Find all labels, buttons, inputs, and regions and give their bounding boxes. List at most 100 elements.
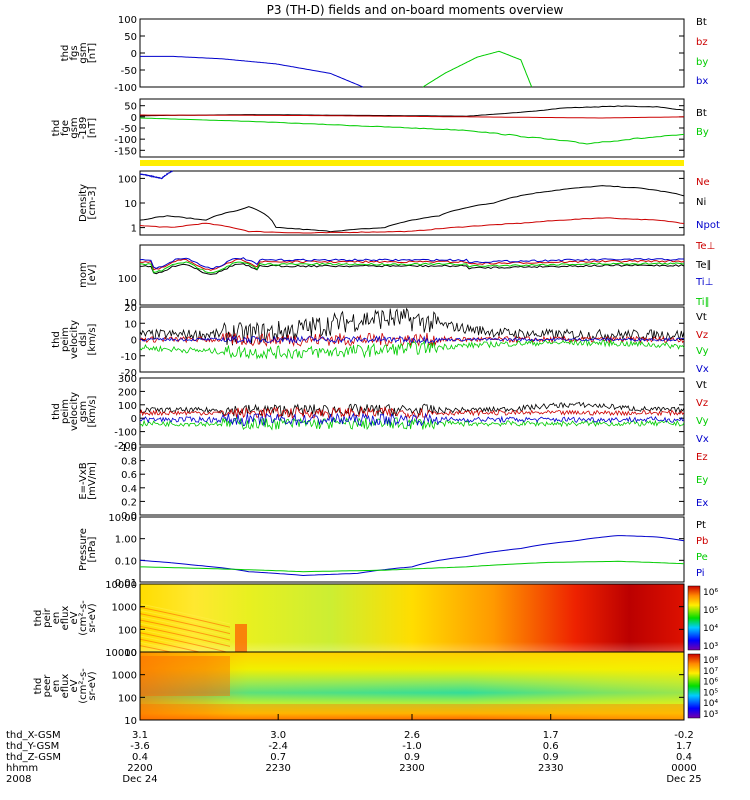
legend-Te⊥: Te⊥ (695, 241, 715, 252)
y-tick-label: 0 (131, 414, 137, 425)
y-axis-label: fge (60, 120, 71, 136)
colorbar-tick: 10⁶ (703, 588, 718, 598)
legend-Pb: Pb (696, 536, 708, 547)
panel-frame (139, 516, 685, 583)
spectrogram-streak (139, 613, 231, 635)
x-tick-label: 3.1 (132, 730, 148, 741)
spectrogram-streak (139, 609, 231, 631)
y-tick-label: -50 (121, 124, 137, 135)
spectrogram-streak (139, 632, 231, 654)
series-Vx (139, 335, 685, 345)
y-axis-label: sr-eV) (87, 603, 98, 632)
y-axis-label: velocity (69, 392, 80, 431)
x-tick-label: 3.0 (270, 730, 286, 741)
series-temperature (139, 263, 685, 275)
y-tick-label: 50 (124, 102, 137, 113)
y-tick-label: 0.6 (121, 470, 137, 481)
y-axis-label: en (51, 612, 62, 625)
y-axis-label: fgs (69, 45, 80, 60)
y-tick-label: 0.2 (121, 497, 137, 508)
panel-pressure: 10.00 1.00 0.10 0.01 Pressure[nPa] Pt Pb Pe Pi (78, 513, 708, 589)
y-tick-label: 100 (118, 174, 137, 185)
y-tick-label: -200 (114, 441, 137, 452)
panel-mom: mom[eV] Te⊥ Te∥ Ti⊥ Ti∥ (78, 241, 715, 308)
spectrogram-streak (139, 606, 231, 628)
y-axis-label: peer (42, 674, 53, 698)
legend-By: By (696, 127, 709, 138)
y-axis-label: gsm (78, 42, 89, 63)
x-tick-label: 0.6 (543, 741, 559, 752)
panel-frame (139, 446, 685, 516)
y-axis-label: [km/s] (87, 323, 98, 355)
y-axis-label: thd (51, 331, 62, 348)
y-axis-label: [nT] (87, 118, 98, 138)
y-axis-label: [nPa] (87, 536, 98, 562)
y-tick-label: 10 (124, 319, 137, 330)
colorbar-tick: 10⁴ (703, 699, 718, 709)
spectrogram-ion-shade (140, 584, 684, 652)
panel-frame (139, 18, 685, 88)
x-tick-label: -0.2 (674, 730, 694, 741)
y-axis-label: -189 (78, 117, 89, 140)
y-axis-label: E=-VxB (78, 462, 89, 499)
y-tick-label: 10 (124, 199, 137, 210)
series-By (139, 117, 685, 145)
colorbar: 10⁶ 10⁵ 10⁴ 10³ (687, 585, 718, 652)
y-tick-label: 0.8 (121, 457, 137, 468)
x-tick-label: 2200 (127, 763, 152, 774)
y-tick-label: -20 (121, 368, 137, 379)
spectrogram-streak (139, 619, 231, 641)
y-tick-label: -100 (114, 83, 137, 94)
legend-Vy: Vy (696, 416, 709, 427)
y-tick-label: 100 (118, 693, 137, 704)
panel-density: 100 10 1 Density[cm-3] Ne Ni Npot (78, 170, 720, 236)
y-tick-label: 10 (124, 298, 137, 309)
legend-Vz: Vz (696, 398, 708, 409)
panel-peim-velocity-gsm: 300 200 100 0 -100 -200 thdpeimvelocitygsm[km/… (51, 374, 709, 452)
y-tick-label: 200 (118, 387, 137, 398)
axes-layer: 100500-50-100thdfgsgsm[nT]Btbzbybx500-50… (33, 15, 720, 727)
series-bx (140, 55, 364, 88)
y-axis-label: [cm-3] (87, 186, 98, 219)
y-tick-label: -50 (121, 66, 137, 77)
x-tick-label: -3.6 (130, 741, 150, 752)
legend-Pt: Pt (696, 520, 706, 531)
spectrogram-burst (235, 624, 247, 652)
legend-Ex: Ex (696, 498, 708, 509)
figure-title: P3 (TH-D) fields and on-board moments ov… (267, 3, 564, 17)
x-tick-label: 2300 (399, 763, 424, 774)
legend-Vt: Vt (696, 312, 707, 323)
x-tick-label: 0.7 (270, 752, 286, 763)
x-tick-label: 2.6 (404, 730, 420, 741)
y-axis-label: peim (60, 399, 71, 424)
status-band (140, 160, 684, 166)
y-tick-label: -10 (121, 352, 137, 363)
y-axis-label: gsm (69, 117, 80, 138)
y-tick-label: 10.00 (108, 513, 137, 524)
y-tick-label: 1000 (112, 603, 137, 614)
series-Ni (139, 185, 685, 233)
x-tick-label: 1.7 (676, 741, 692, 752)
y-axis-label: en (51, 680, 62, 693)
y-axis-label: eflux (60, 606, 71, 631)
y-axis-label: [mV/m] (87, 462, 98, 500)
spectrogram-streak (139, 616, 231, 638)
legend-Bt: Bt (696, 17, 707, 28)
x-tick-label: Dec 24 (122, 774, 157, 785)
colorbar-tick: 10⁴ (703, 624, 718, 634)
legend-Npot: Npot (696, 220, 720, 231)
colorbar-tick: 10³ (703, 710, 718, 720)
y-axis-label: velocity (69, 320, 80, 359)
y-axis-label: thd (51, 120, 62, 137)
series-Bt (139, 105, 685, 117)
legend-Vz: Vz (696, 330, 708, 341)
y-axis-label: gsm (78, 401, 89, 422)
y-tick-label: 20 (124, 303, 137, 314)
y-axis-label: eflux (60, 674, 71, 699)
legend-by: by (696, 57, 708, 68)
y-axis-label: (cm²-s- (78, 600, 89, 636)
y-axis-label: thd (51, 403, 62, 420)
y-axis-label: [eV] (87, 265, 98, 286)
spectrogram-streak (139, 622, 231, 644)
